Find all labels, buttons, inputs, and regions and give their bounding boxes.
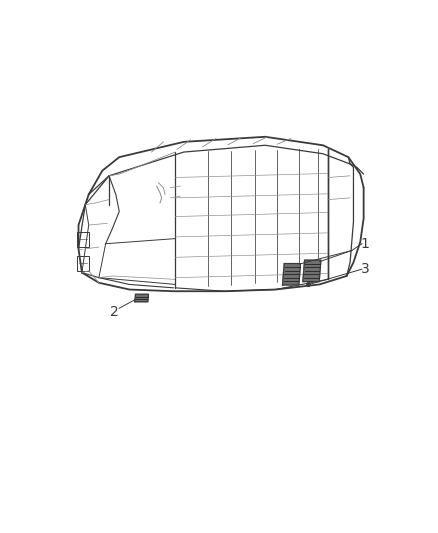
Bar [77, 256, 88, 271]
Bar [77, 232, 88, 247]
Polygon shape [135, 294, 148, 302]
Text: 1: 1 [361, 237, 370, 251]
Text: 2: 2 [110, 304, 119, 319]
Polygon shape [283, 263, 300, 285]
Polygon shape [303, 260, 321, 281]
Text: 3: 3 [361, 262, 370, 276]
